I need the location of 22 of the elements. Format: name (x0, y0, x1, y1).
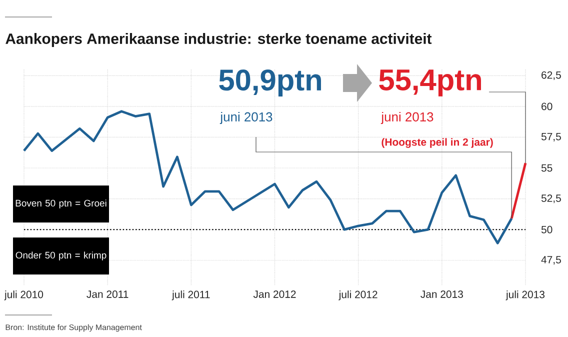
y-tick-label: 52,5 (541, 194, 561, 204)
y-tick-label: 60 (542, 102, 552, 110)
x-tick-label: Jan 2013 (420, 290, 463, 298)
x-tick-label: Jan 2012 (253, 290, 296, 298)
annotation: (Hoogste peil in 2 jaar) (382, 138, 493, 148)
x-tick-label: juli 2013 (506, 290, 545, 300)
y-tick-label: 55 (541, 164, 552, 172)
y-tick-label: 47,5 (541, 256, 561, 265)
x-tick-label: juli 2010 (4, 290, 44, 300)
annotation: 55,4ptn (379, 70, 481, 96)
chart-title: Aankopers Amerikaanse industrie: sterke toename activiteit (6, 33, 432, 47)
annotation: 50,9ptn (219, 69, 321, 97)
annotation: juni 2013 (380, 112, 434, 124)
x-tick-label: juli 2011 (172, 290, 210, 300)
x-tick-label: juli 2012 (338, 290, 378, 300)
y-tick-label: 57,5 (541, 132, 561, 142)
annotation: Boven 50 ptn = Groei (16, 200, 106, 208)
y-tick-label: 62,5 (542, 71, 561, 80)
annotation: Onder 50 ptn = krimp (16, 252, 106, 260)
annotation: juni 2013 (220, 112, 272, 124)
y-tick-label: 50 (541, 226, 552, 234)
x-tick-label: Jan 2011 (86, 290, 128, 298)
